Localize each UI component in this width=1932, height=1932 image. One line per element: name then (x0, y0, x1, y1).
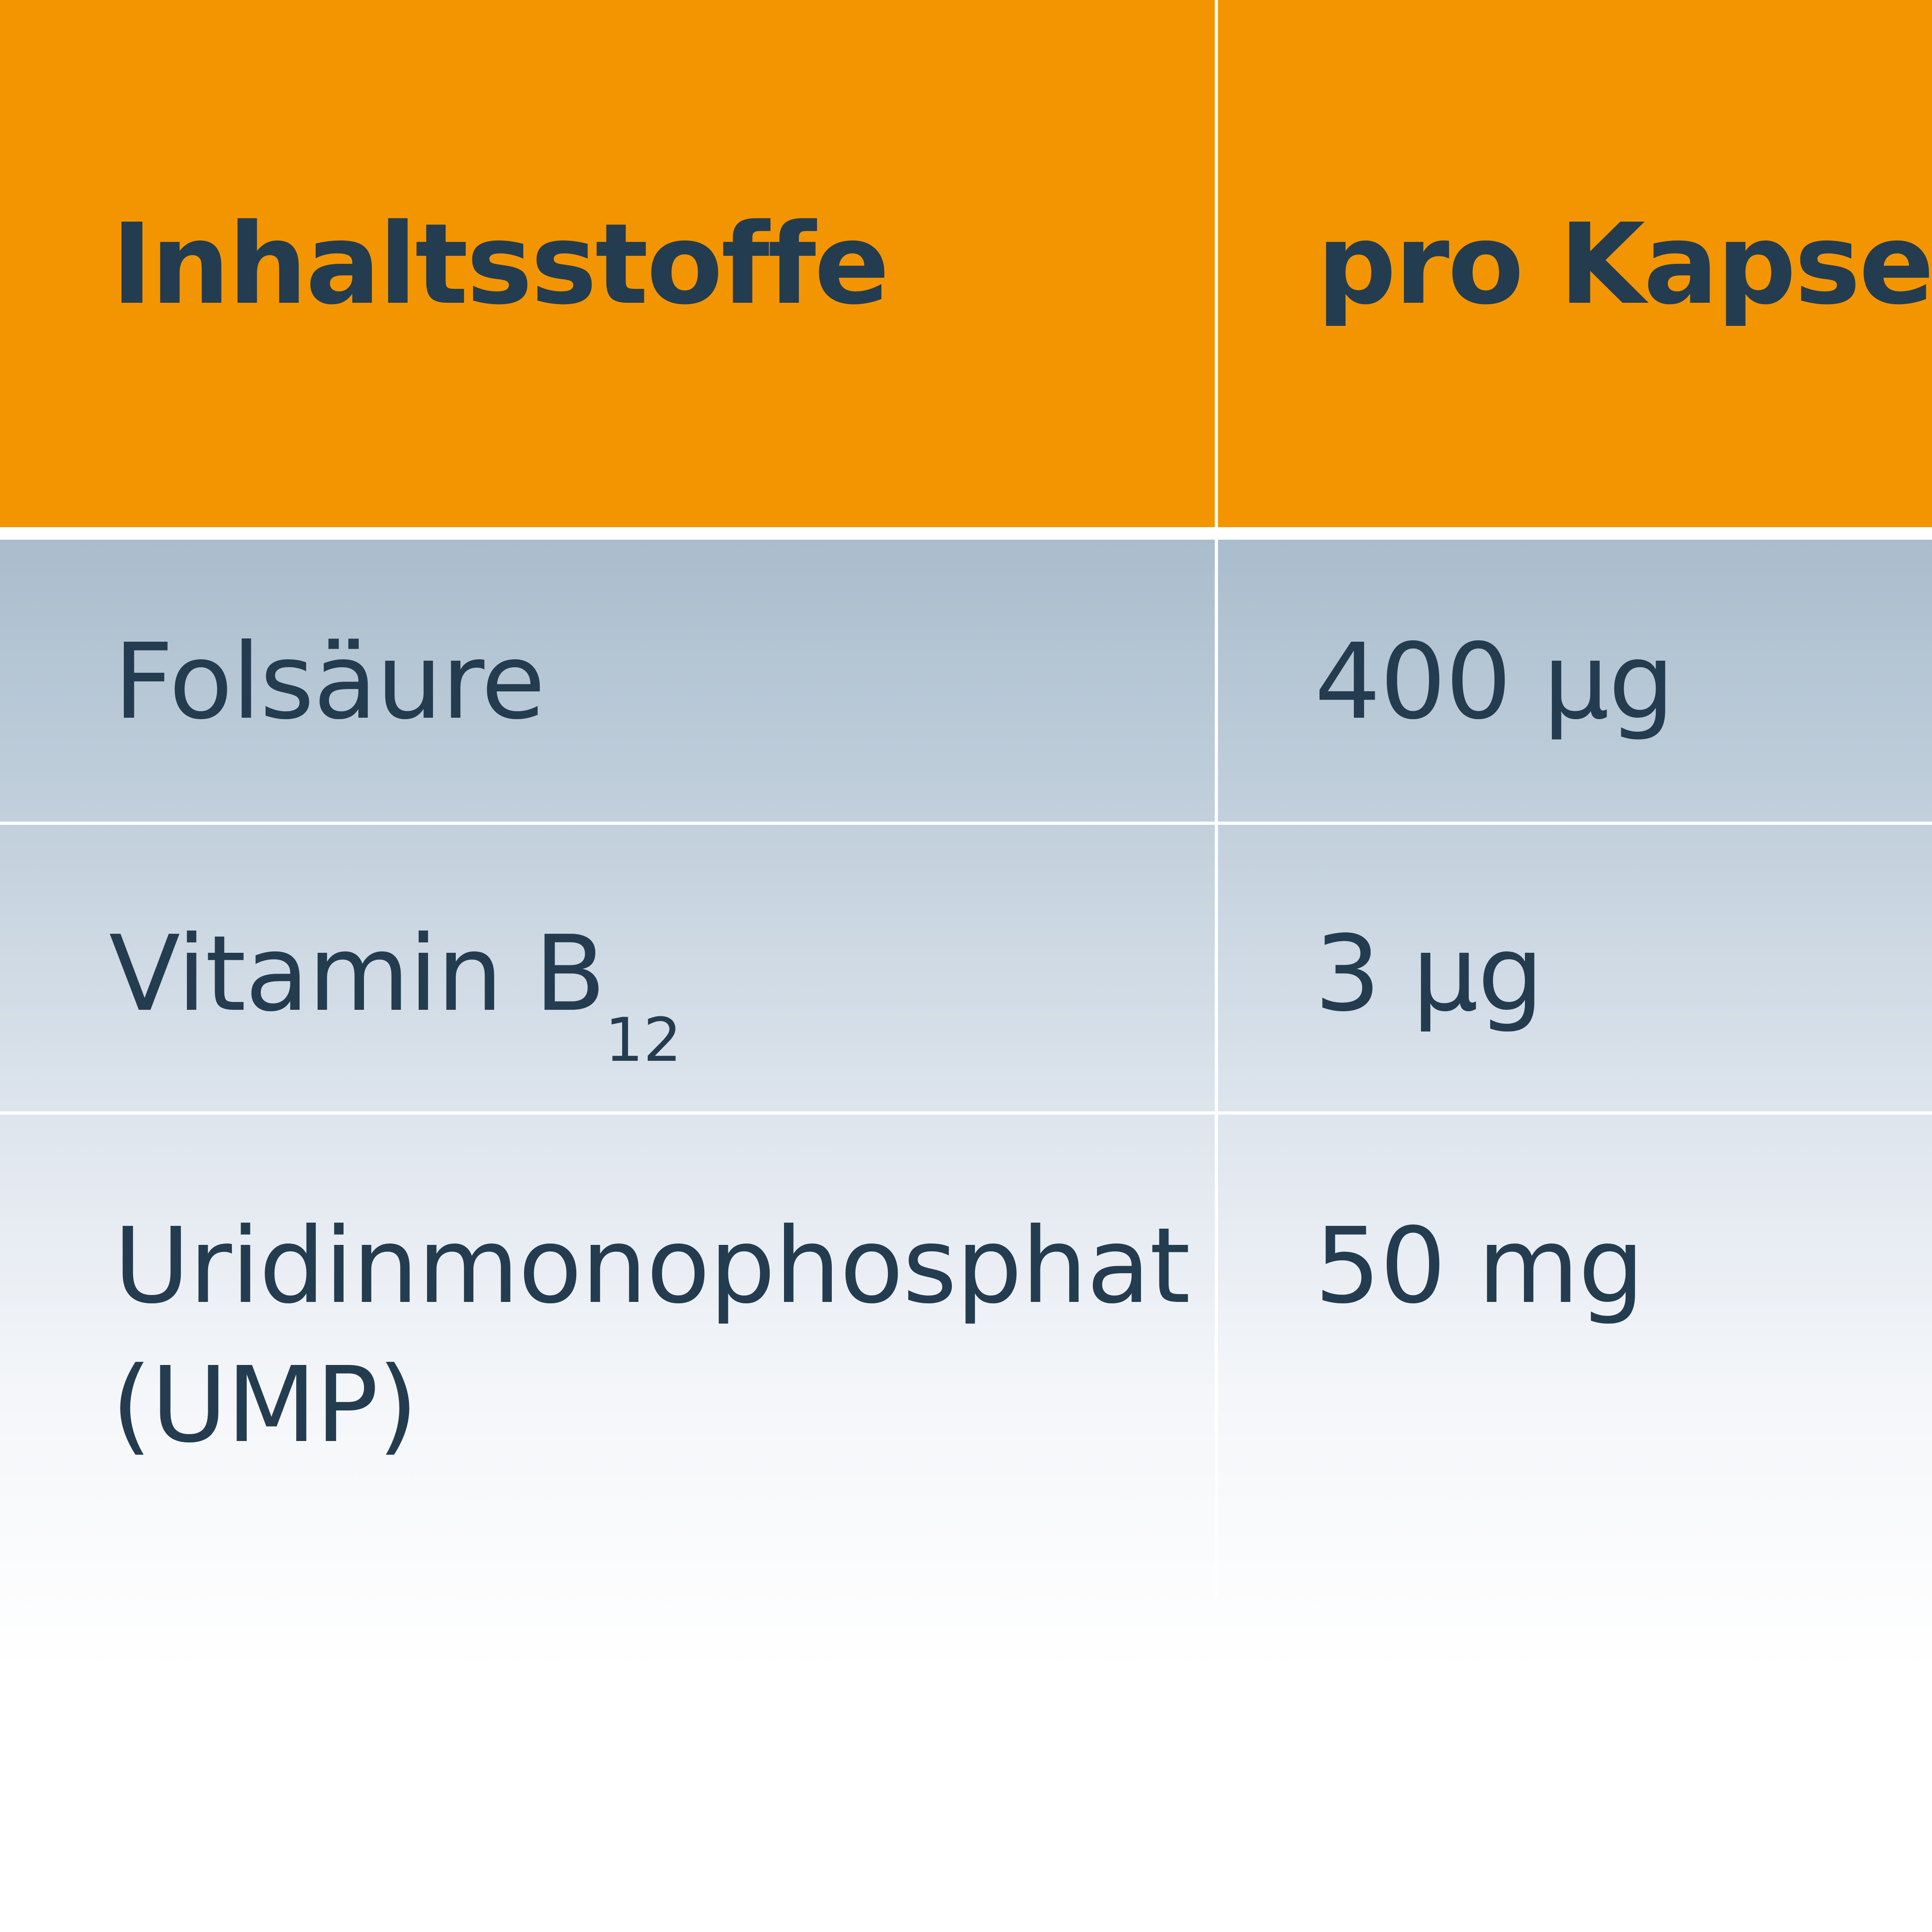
column-divider (1215, 0, 1218, 1669)
row-divider (0, 822, 1932, 825)
ingredient-name: Folsäure (114, 621, 545, 743)
ingredient-amount: 3 µg (1314, 913, 1544, 1035)
table-header (0, 0, 1932, 527)
ingredient-name-text: Vitamin B (109, 913, 606, 1035)
header-divider (0, 527, 1932, 540)
column-header-per-capsule: pro Kapsel (1317, 199, 1932, 329)
ingredient-amount: 400 µg (1314, 621, 1675, 743)
column-header-ingredients: Inhaltsstoffe (111, 199, 890, 329)
table-body-background (0, 540, 1932, 1676)
row-divider (0, 1111, 1932, 1115)
ingredient-name-line2: (UMP) (111, 1345, 418, 1466)
ingredient-name: Vitamin B12 (109, 913, 682, 1075)
subscript: 12 (605, 1005, 682, 1075)
ingredient-name: Uridinmonophosphat (114, 1205, 1191, 1327)
ingredient-amount: 50 mg (1314, 1205, 1645, 1327)
